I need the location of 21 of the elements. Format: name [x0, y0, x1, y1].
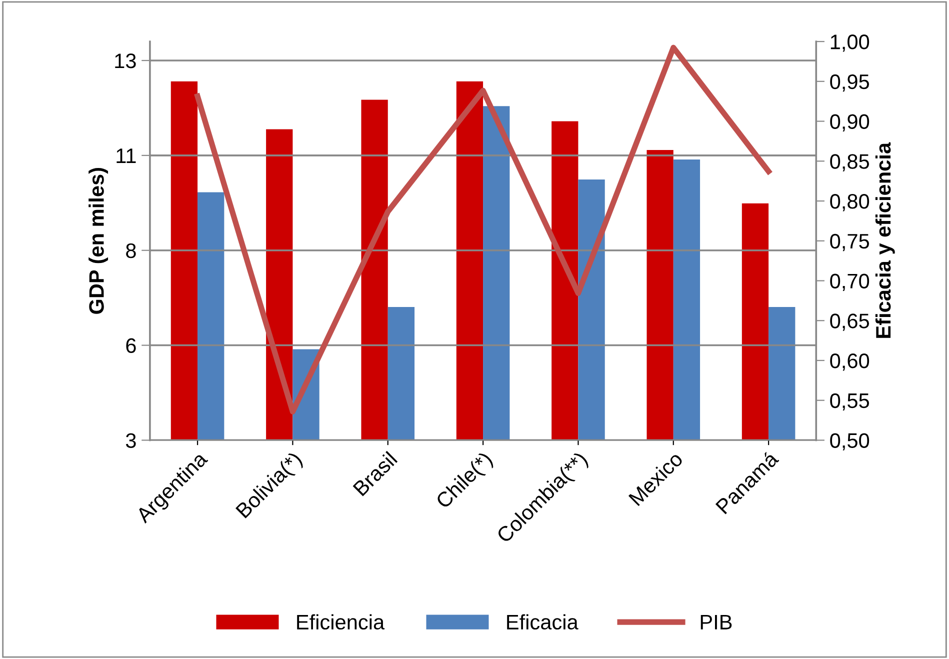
- y2-tick-label: 0,85: [830, 154, 870, 172]
- y2-tick-label: 0,90: [830, 114, 870, 132]
- y2-tick-label: 0,80: [830, 194, 870, 212]
- y-axis-title: GDP (en miles): [88, 168, 108, 314]
- legend-label: PIB: [700, 615, 732, 630]
- y2-tick-label: 0,60: [830, 353, 870, 371]
- y-tick-label: 8: [126, 243, 136, 258]
- y2-tick-label: 0,55: [830, 393, 870, 411]
- y-tick-label: 6: [126, 338, 136, 354]
- y-tick-label: 13: [115, 54, 136, 68]
- y2-tick-label: 0,70: [830, 274, 870, 291]
- y2-tick-label: 0,75: [830, 234, 870, 252]
- legend-label: Eficiencia: [297, 614, 385, 630]
- y2-axis-title: Eficacia y eficiencia: [875, 142, 895, 338]
- y2-tick-label: 0,95: [830, 74, 870, 92]
- y-tick-label: 3: [126, 433, 136, 448]
- y2-tick-label: 0,65: [830, 314, 870, 331]
- y-tick-label: 11: [116, 148, 136, 163]
- y2-tick-label: 1,00: [830, 34, 870, 52]
- legend-label: Eficacia: [507, 614, 578, 630]
- y2-tick-label: 0,50: [830, 433, 870, 450]
